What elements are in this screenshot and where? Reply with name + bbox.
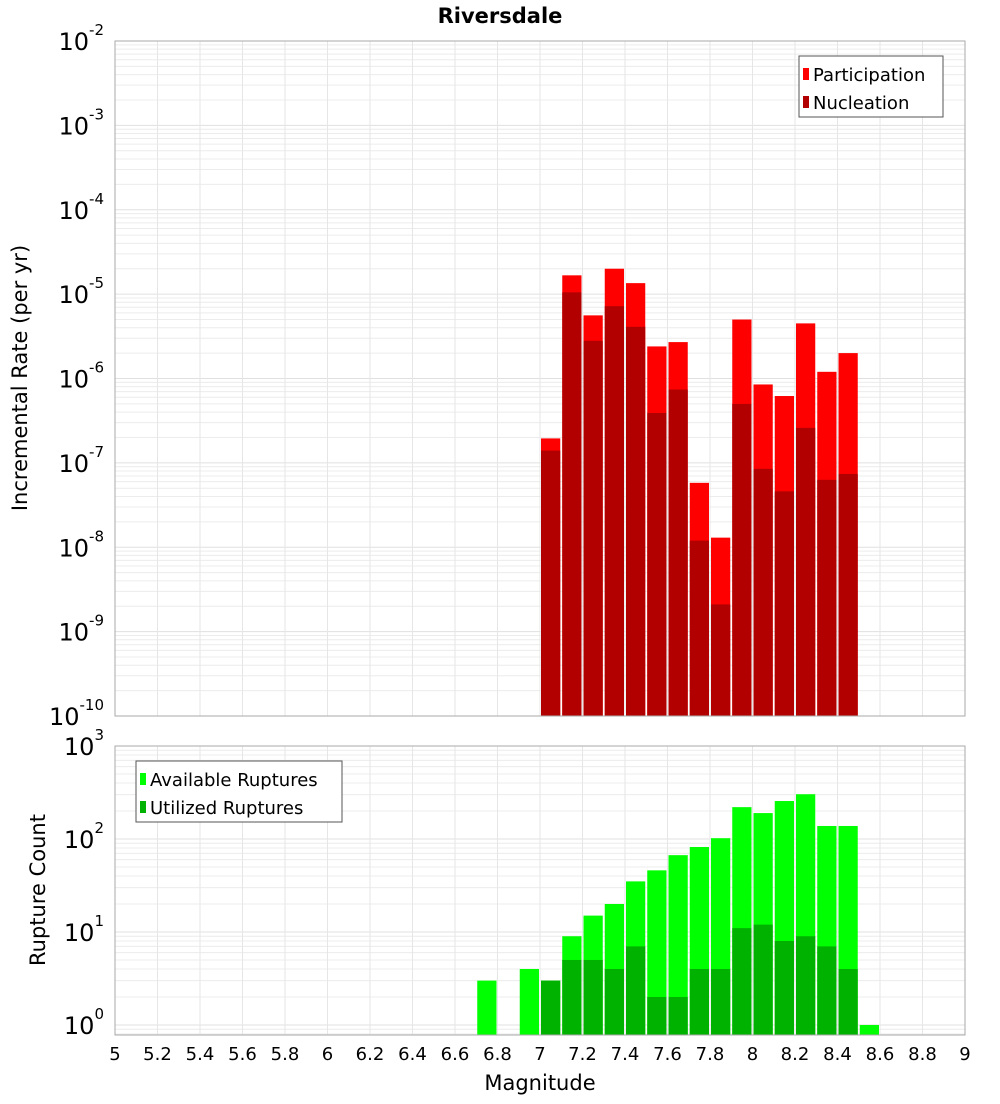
legend: Available Ruptures Utilized Ruptures [135,760,343,823]
bar-nucleation [689,540,709,716]
bar-available-ruptures [647,870,667,1035]
plot-border [114,745,966,1036]
bar-utilized-ruptures [753,924,773,1035]
bar-utilized-ruptures [732,928,752,1035]
bar-utilized-ruptures [668,996,688,1035]
y-tick-label: 10-6 [58,359,104,394]
chart-title: Riversdale [438,4,563,28]
bar-nucleation [562,292,582,716]
plot-border [114,40,966,717]
y-tick-label: 10-4 [58,190,104,225]
x-tick-label: 5.4 [186,1044,215,1065]
y-tick-label: 10-8 [58,527,104,562]
bar-nucleation [796,427,816,716]
bar-nucleation [583,340,603,716]
bar-utilized-ruptures [647,996,667,1035]
y-tick-label: 100 [64,1005,104,1040]
y-tick-label: 10-2 [58,21,104,56]
x-tick-label: 7.8 [696,1044,725,1065]
x-tick-label: 6.8 [483,1044,512,1065]
legend-swatch [140,773,146,785]
bar-utilized-ruptures [541,980,561,1035]
bar-utilized-ruptures [838,968,858,1035]
bar-nucleation [817,479,837,716]
legend-label: Participation [813,65,925,86]
bar-nucleation [604,306,624,716]
y-tick-label: 101 [64,912,104,947]
bar-nucleation [647,413,667,716]
x-tick-label: 8.2 [781,1044,810,1065]
legend-box [135,760,343,823]
bar-utilized-ruptures [562,959,582,1035]
bar-utilized-ruptures [604,968,624,1035]
top-y-axis-label: Incremental Rate (per yr) [8,245,32,511]
legend-label: Utilized Ruptures [150,798,303,819]
x-tick-label: 6.6 [441,1044,470,1065]
bar-nucleation [753,468,773,716]
bar-nucleation [838,473,858,716]
x-tick-label: 8 [747,1044,758,1065]
x-tick-label: 6.4 [398,1044,427,1065]
y-tick-label: 10-3 [58,105,104,140]
y-tick-label: 102 [64,819,104,854]
bar-nucleation [668,389,688,716]
x-tick-label: 6.2 [356,1044,385,1065]
x-tick-label: 5.8 [271,1044,300,1065]
bar-available-ruptures [859,1024,879,1035]
x-tick-label: 5 [109,1044,120,1065]
bar-available-ruptures [668,855,688,1035]
x-tick-label: 8.4 [823,1044,852,1065]
x-tick-label: 7 [534,1044,545,1065]
y-tick-label: 10-9 [58,612,104,647]
legend-box [798,55,944,118]
bar-utilized-ruptures [796,936,816,1035]
bar-nucleation [626,326,646,716]
y-tick-label: 10-7 [58,443,104,478]
bar-nucleation [541,450,561,716]
x-tick-label: 7.4 [611,1044,640,1065]
bar-nucleation [732,403,752,716]
bar-utilized-ruptures [711,968,731,1035]
bar-utilized-ruptures [626,946,646,1035]
bar-utilized-ruptures [817,946,837,1035]
y-tick-label: 103 [64,726,104,761]
bar-utilized-ruptures [583,959,603,1035]
x-tick-label: 7.2 [568,1044,597,1065]
x-tick-label: 8.6 [866,1044,895,1065]
y-tick-label: 10-5 [58,274,104,309]
legend-swatch [803,68,809,80]
legend-swatch [140,801,146,813]
x-tick-label: 9 [959,1044,970,1065]
bar-nucleation [774,491,794,716]
legend: Participation Nucleation [798,55,944,118]
y-tick-label: 10-10 [49,696,104,731]
x-tick-label: 6 [322,1044,333,1065]
bar-utilized-ruptures [689,968,709,1035]
x-tick-label: 7.6 [653,1044,682,1065]
x-tick-label: 8.8 [908,1044,937,1065]
bar-nucleation [711,604,731,716]
x-tick-label: 5.6 [228,1044,257,1065]
bar-utilized-ruptures [774,940,794,1035]
legend-swatch [803,96,809,108]
bar-available-ruptures [477,980,497,1035]
legend-label: Nucleation [813,93,909,114]
bottom-y-axis-label: Rupture Count [26,814,50,966]
legend-label: Available Ruptures [150,770,318,791]
bar-available-ruptures [519,968,539,1035]
x-axis-label: Magnitude [484,1071,595,1095]
x-tick-label: 5.2 [143,1044,172,1065]
